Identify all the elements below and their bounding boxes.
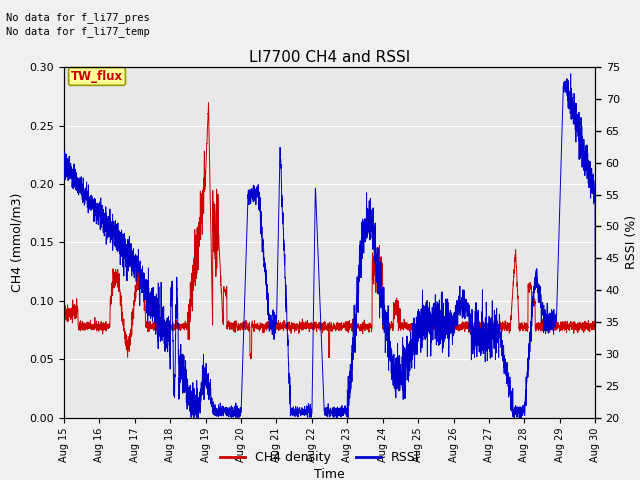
Y-axis label: RSSI (%): RSSI (%) [625, 216, 638, 269]
Text: TW_flux: TW_flux [71, 70, 123, 83]
Text: No data for f_li77_pres: No data for f_li77_pres [6, 12, 150, 23]
X-axis label: Time: Time [314, 468, 345, 480]
Y-axis label: CH4 (mmol/m3): CH4 (mmol/m3) [11, 192, 24, 292]
Text: No data for f_li77_temp: No data for f_li77_temp [6, 26, 150, 37]
Title: LI7700 CH4 and RSSI: LI7700 CH4 and RSSI [249, 49, 410, 65]
Legend: CH4 density, RSSI: CH4 density, RSSI [216, 446, 424, 469]
